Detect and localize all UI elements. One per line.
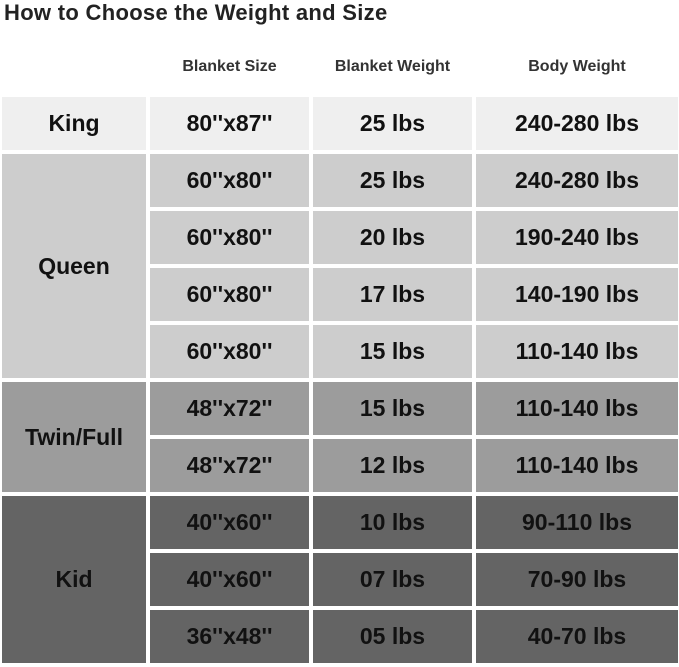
cell-weight: 10 lbs (313, 496, 472, 549)
cell-size: 80''x87'' (150, 97, 309, 150)
cell-size: 60''x80'' (150, 211, 309, 264)
cell-size: 40''x60'' (150, 496, 309, 549)
cell-weight: 20 lbs (313, 211, 472, 264)
cell-body: 40-70 lbs (476, 610, 678, 663)
page-title: How to Choose the Weight and Size (4, 0, 388, 25)
cell-weight: 07 lbs (313, 553, 472, 606)
header-blanket-size: Blanket Size (182, 58, 277, 75)
header-body-weight: Body Weight (528, 58, 626, 75)
cell-weight: 05 lbs (313, 610, 472, 663)
cell-size: 36''x48'' (150, 610, 309, 663)
cell-weight: 25 lbs (313, 154, 472, 207)
cell-body: 70-90 lbs (476, 553, 678, 606)
cell-body: 240-280 lbs (476, 154, 678, 207)
cell-weight: 12 lbs (313, 439, 472, 492)
cell-size: 60''x80'' (150, 154, 309, 207)
group-twin-full: Twin/Full (2, 382, 146, 492)
cell-body: 110-140 lbs (476, 325, 678, 378)
cell-size: 60''x80'' (150, 325, 309, 378)
cell-weight: 17 lbs (313, 268, 472, 321)
size-table: King Queen Twin/Full Kid 80''x87'' 25 lb… (2, 97, 678, 663)
group-kid: Kid (2, 496, 146, 663)
cell-size: 60''x80'' (150, 268, 309, 321)
cell-weight: 15 lbs (313, 325, 472, 378)
cell-body: 140-190 lbs (476, 268, 678, 321)
cell-body: 240-280 lbs (476, 97, 678, 150)
header-blanket-weight: Blanket Weight (334, 58, 451, 75)
cell-weight: 25 lbs (313, 97, 472, 150)
cell-body: 110-140 lbs (476, 439, 678, 492)
cell-body: 110-140 lbs (476, 382, 678, 435)
cell-size: 48''x72'' (150, 439, 309, 492)
cell-weight: 15 lbs (313, 382, 472, 435)
cell-body: 90-110 lbs (476, 496, 678, 549)
group-queen: Queen (2, 154, 146, 378)
cell-size: 40''x60'' (150, 553, 309, 606)
cell-size: 48''x72'' (150, 382, 309, 435)
group-king: King (2, 97, 146, 150)
cell-body: 190-240 lbs (476, 211, 678, 264)
